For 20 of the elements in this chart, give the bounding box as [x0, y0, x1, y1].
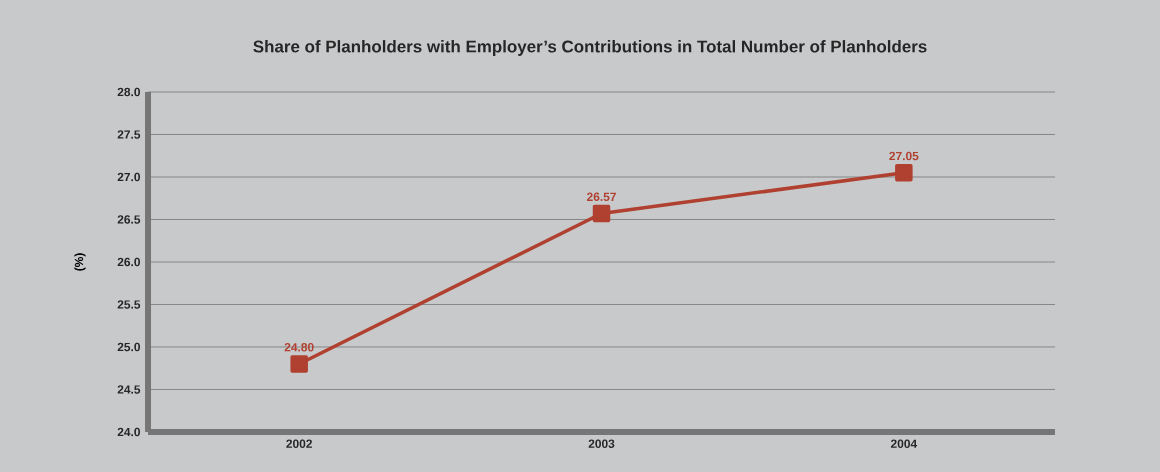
chart-title: Share of Planholders with Employer’s Contributions in Total Number of Planholders	[253, 40, 927, 56]
x-tick-label: 2003	[588, 439, 615, 448]
point	[290, 355, 308, 373]
point	[592, 204, 611, 223]
y-tick-label: 26.5	[117, 215, 141, 224]
y-tick-label: 24.0	[117, 427, 140, 437]
data-label: 27.05	[889, 151, 919, 161]
y-tick-label: 27.5	[117, 130, 141, 139]
y-tick-label: 28.0	[117, 87, 140, 97]
y-tick-label: 26.0	[117, 257, 140, 267]
y-tick-label: 24.5	[117, 385, 141, 394]
y-axis-title: (%)	[74, 253, 86, 271]
y-tick-label: 27.0	[117, 172, 140, 182]
point	[895, 163, 913, 182]
y-tick-label: 25.5	[117, 300, 141, 309]
y-tick-label: 25.0	[117, 342, 140, 352]
data-label: 26.57	[586, 192, 616, 202]
data-label: 24.80	[284, 343, 314, 352]
x-tick-label: 2002	[286, 439, 312, 448]
x-tick-label: 2004	[890, 439, 918, 448]
